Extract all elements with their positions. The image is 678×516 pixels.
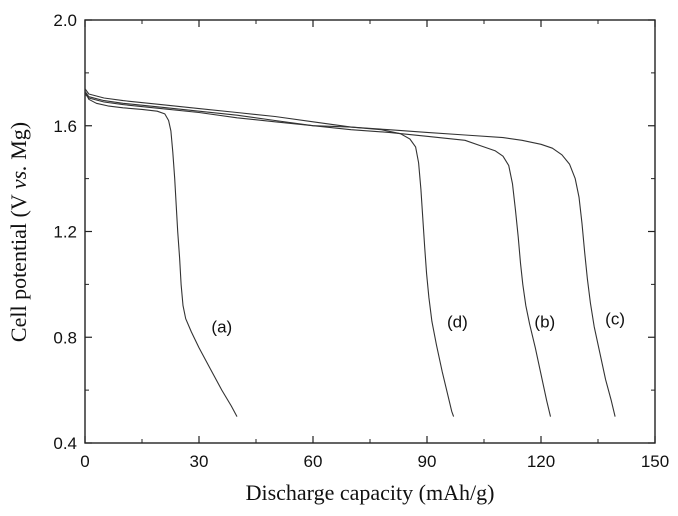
y-axis-title-italic: vs. [6, 165, 31, 189]
x-axis-title: Discharge capacity (mAh/g) [246, 480, 495, 505]
x-tick-label: 0 [80, 452, 89, 471]
y-axis-title-suffix: Mg) [6, 122, 31, 160]
curve-label-c: (c) [605, 310, 625, 329]
series-line-d [84, 93, 455, 417]
x-tick-label: 120 [527, 452, 555, 471]
x-tick-label: 30 [190, 452, 209, 471]
series-line-a [84, 91, 238, 417]
x-tick-label: 150 [641, 452, 669, 471]
series-line-b [84, 91, 552, 417]
series-line-c [84, 88, 616, 417]
y-tick-label: 0.4 [53, 434, 77, 453]
y-axis-title-prefix: Cell potential (V [6, 189, 31, 342]
curve-label-d: (d) [447, 312, 468, 331]
curve-label-b: (b) [534, 312, 555, 331]
y-tick-label: 2.0 [53, 11, 77, 30]
y-tick-label: 1.6 [53, 117, 77, 136]
series-layer [84, 88, 616, 417]
labels-layer: (a) (b) (c) (d) [211, 310, 625, 337]
plot-frame [84, 19, 656, 444]
curve-label-a: (a) [211, 318, 232, 337]
y-axis-title: Cell potential (V vs. Mg) [6, 122, 31, 342]
y-tick-label: 1.2 [53, 223, 77, 242]
axes-layer: 0 30 60 90 120 150 0.4 0.8 1.2 1.6 2.0 [53, 11, 669, 471]
x-tick-label: 60 [304, 452, 323, 471]
y-tick-label: 0.8 [53, 328, 77, 347]
x-tick-label: 90 [418, 452, 437, 471]
